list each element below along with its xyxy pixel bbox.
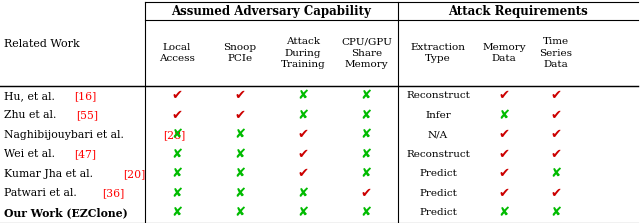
Text: ✔: ✔: [499, 167, 509, 180]
Text: Related Work: Related Work: [4, 39, 80, 49]
Text: ✘: ✘: [298, 109, 308, 122]
Text: ✔: ✔: [499, 187, 509, 200]
Text: ✔: ✔: [550, 109, 561, 122]
Text: Predict: Predict: [419, 169, 457, 178]
Text: ✘: ✘: [234, 167, 245, 180]
Text: ✔: ✔: [550, 187, 561, 200]
Text: Time
Series
Data: Time Series Data: [540, 37, 573, 69]
Text: ✘: ✘: [234, 187, 245, 200]
Text: ✘: ✘: [361, 109, 372, 122]
Text: ✔: ✔: [499, 148, 509, 161]
Text: ✔: ✔: [550, 148, 561, 161]
Text: Reconstruct: Reconstruct: [406, 91, 470, 100]
Text: ✔: ✔: [550, 128, 561, 141]
Text: [20]: [20]: [124, 169, 146, 179]
Text: Extraction
Type: Extraction Type: [410, 43, 465, 63]
Text: Reconstruct: Reconstruct: [406, 150, 470, 159]
Text: Our Work (EZClone): Our Work (EZClone): [4, 207, 128, 218]
Text: Local
Access: Local Access: [159, 43, 195, 63]
Text: [28]: [28]: [163, 130, 186, 140]
Text: ✘: ✘: [550, 167, 561, 180]
Text: Predict: Predict: [419, 189, 457, 198]
Text: [16]: [16]: [74, 91, 97, 101]
Text: Snoop
PCIe: Snoop PCIe: [223, 43, 257, 63]
Text: Naghibijouybari et al.: Naghibijouybari et al.: [4, 130, 127, 140]
Text: ✔: ✔: [499, 89, 509, 102]
Text: ✔: ✔: [234, 109, 245, 122]
Text: ✘: ✘: [171, 167, 182, 180]
Text: ✘: ✘: [234, 206, 245, 219]
Text: ✘: ✘: [171, 187, 182, 200]
Text: Kumar Jha et al.: Kumar Jha et al.: [4, 169, 97, 179]
Text: Memory
Data: Memory Data: [482, 43, 526, 63]
Text: Wei et al.: Wei et al.: [4, 149, 58, 159]
Text: ✘: ✘: [550, 206, 561, 219]
Text: ✘: ✘: [361, 148, 372, 161]
Text: ✘: ✘: [298, 206, 308, 219]
Text: ✘: ✘: [171, 128, 182, 141]
Text: ✘: ✘: [298, 89, 308, 102]
Text: ✔: ✔: [298, 148, 308, 161]
Text: ✔: ✔: [361, 187, 372, 200]
Text: ✔: ✔: [171, 109, 182, 122]
Text: [47]: [47]: [74, 149, 97, 159]
Text: Patwari et al.: Patwari et al.: [4, 188, 80, 198]
Text: ✔: ✔: [499, 128, 509, 141]
Text: ✘: ✘: [361, 128, 372, 141]
Text: [36]: [36]: [102, 188, 125, 198]
Text: ✔: ✔: [550, 89, 561, 102]
Text: N/A: N/A: [428, 130, 448, 139]
Text: Assumed Adversary Capability: Assumed Adversary Capability: [172, 4, 371, 17]
Text: ✘: ✘: [298, 187, 308, 200]
Text: CPU/GPU
Share
Memory: CPU/GPU Share Memory: [341, 37, 392, 69]
Text: Attack Requirements: Attack Requirements: [448, 4, 588, 17]
Text: ✘: ✘: [499, 206, 509, 219]
Text: ✘: ✘: [361, 206, 372, 219]
Text: Attack
During
Training: Attack During Training: [281, 37, 326, 69]
Text: Infer: Infer: [425, 111, 451, 120]
Text: ✘: ✘: [234, 128, 245, 141]
Text: Hu, et al.: Hu, et al.: [4, 91, 58, 101]
Text: Predict: Predict: [419, 208, 457, 217]
Text: ✘: ✘: [234, 148, 245, 161]
Text: ✔: ✔: [298, 167, 308, 180]
Text: ✘: ✘: [171, 206, 182, 219]
Text: ✘: ✘: [361, 167, 372, 180]
Text: Zhu et al.: Zhu et al.: [4, 110, 60, 120]
Text: [55]: [55]: [76, 110, 98, 120]
Text: ✔: ✔: [298, 128, 308, 141]
Text: ✘: ✘: [361, 89, 372, 102]
Text: ✔: ✔: [234, 89, 245, 102]
Text: ✔: ✔: [171, 89, 182, 102]
Text: ✘: ✘: [499, 109, 509, 122]
Text: ✘: ✘: [171, 148, 182, 161]
